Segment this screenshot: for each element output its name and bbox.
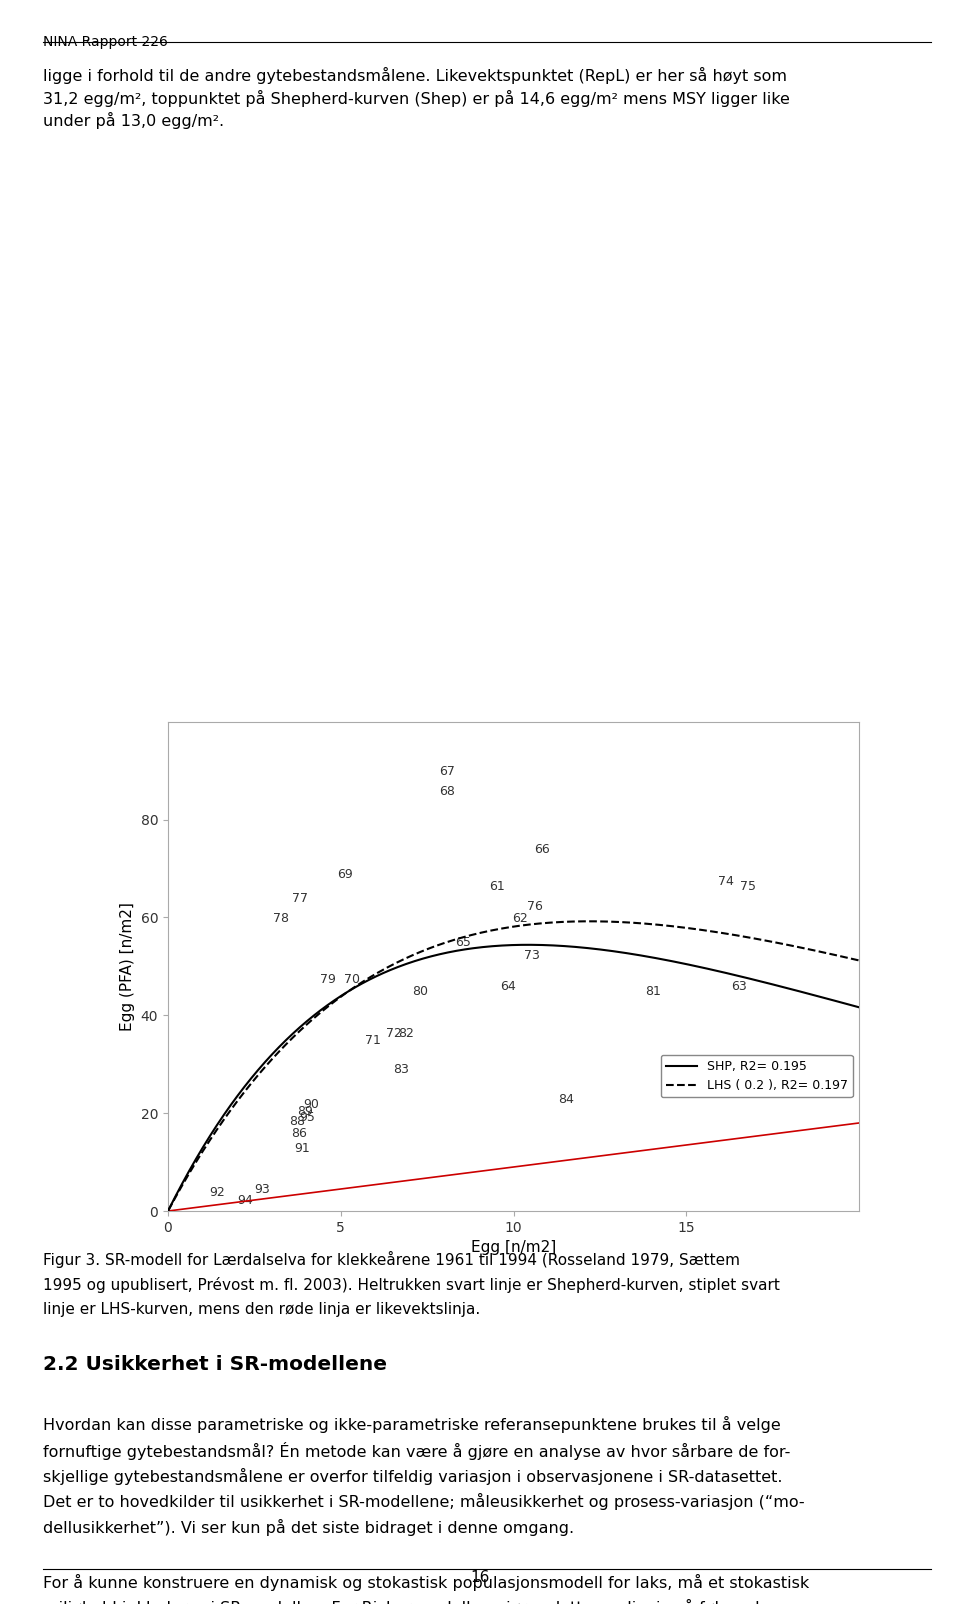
Y-axis label: Egg (PFA) [n/m2]: Egg (PFA) [n/m2] bbox=[120, 901, 135, 1031]
X-axis label: Egg [n/m2]: Egg [n/m2] bbox=[471, 1240, 556, 1256]
Text: 80: 80 bbox=[412, 985, 427, 998]
Text: 77: 77 bbox=[293, 892, 308, 905]
Text: 68: 68 bbox=[440, 784, 455, 797]
Text: 86: 86 bbox=[291, 1128, 306, 1140]
Text: NINA Rapport 226: NINA Rapport 226 bbox=[43, 35, 168, 50]
Text: 91: 91 bbox=[294, 1142, 310, 1155]
Text: Hvordan kan disse parametriske og ikke-parametriske referansepunktene brukes til: Hvordan kan disse parametriske og ikke-p… bbox=[43, 1416, 780, 1434]
Text: fornuftige gytebestandsmål? Én metode kan være å gjøre en analyse av hvor sårbar: fornuftige gytebestandsmål? Én metode ka… bbox=[43, 1442, 791, 1460]
Text: 31,2 egg/m², toppunktet på Shepherd-kurven (Shep) er på 14,6 egg/m² mens MSY lig: 31,2 egg/m², toppunktet på Shepherd-kurv… bbox=[43, 90, 790, 107]
Text: 79: 79 bbox=[320, 974, 336, 986]
Text: 63: 63 bbox=[732, 980, 747, 993]
Text: 66: 66 bbox=[535, 844, 550, 857]
Text: 75: 75 bbox=[740, 881, 756, 893]
Text: 16: 16 bbox=[470, 1570, 490, 1585]
Text: 73: 73 bbox=[524, 948, 540, 961]
Text: 67: 67 bbox=[440, 765, 455, 778]
Text: Det er to hovedkilder til usikkerhet i SR-modellene; måleusikkerhet og prosess-v: Det er to hovedkilder til usikkerhet i S… bbox=[43, 1493, 804, 1511]
Text: 2.2 Usikkerhet i SR-modellene: 2.2 Usikkerhet i SR-modellene bbox=[43, 1355, 387, 1375]
Text: 78: 78 bbox=[274, 911, 289, 926]
Text: miljøledd inkluderes i SR-modellen. For Ricker-modellen gjøres dette vanligvis p: miljøledd inkluderes i SR-modellen. For … bbox=[43, 1599, 770, 1604]
Text: 83: 83 bbox=[393, 1063, 409, 1076]
Legend: SHP, R2= 0.195, LHS ( 0.2 ), R2= 0.197: SHP, R2= 0.195, LHS ( 0.2 ), R2= 0.197 bbox=[660, 1055, 852, 1097]
Text: 1995 og upublisert, Prévost m. fl. 2003). Heltrukken svart linje er Shepherd-kur: 1995 og upublisert, Prévost m. fl. 2003)… bbox=[43, 1277, 780, 1293]
Text: For å kunne konstruere en dynamisk og stokastisk populasjonsmodell for laks, må : For å kunne konstruere en dynamisk og st… bbox=[43, 1574, 809, 1591]
Text: Figur 3. SR-modell for Lærdalselva for klekkeårene 1961 til 1994 (Rosseland 1979: Figur 3. SR-modell for Lærdalselva for k… bbox=[43, 1251, 740, 1269]
Text: ligge i forhold til de andre gytebestandsmålene. Likevektspunktet (RepL) er her : ligge i forhold til de andre gytebestand… bbox=[43, 67, 787, 85]
Text: 81: 81 bbox=[645, 985, 660, 998]
Text: skjellige gytebestandsmålene er overfor tilfeldig variasjon i observasjonene i S: skjellige gytebestandsmålene er overfor … bbox=[43, 1468, 782, 1485]
Text: 62: 62 bbox=[512, 911, 528, 926]
Text: 71: 71 bbox=[365, 1035, 381, 1047]
Text: 84: 84 bbox=[559, 1092, 574, 1105]
Text: 94: 94 bbox=[237, 1193, 252, 1208]
Text: 69: 69 bbox=[337, 868, 353, 881]
Text: 64: 64 bbox=[500, 980, 516, 993]
Text: 89: 89 bbox=[298, 1105, 314, 1118]
Text: under på 13,0 egg/m².: under på 13,0 egg/m². bbox=[43, 112, 225, 130]
Text: 90: 90 bbox=[302, 1097, 319, 1110]
Text: 74: 74 bbox=[717, 876, 733, 889]
Text: 72: 72 bbox=[386, 1027, 401, 1039]
Text: 93: 93 bbox=[254, 1184, 270, 1197]
Text: 76: 76 bbox=[527, 900, 543, 913]
Text: dellusikkerhet”). Vi ser kun på det siste bidraget i denne omgang.: dellusikkerhet”). Vi ser kun på det sist… bbox=[43, 1519, 574, 1537]
Text: linje er LHS-kurven, mens den røde linja er likevektslinja.: linje er LHS-kurven, mens den røde linja… bbox=[43, 1302, 480, 1317]
Text: 82: 82 bbox=[397, 1027, 414, 1039]
Text: 92: 92 bbox=[209, 1185, 226, 1198]
Text: 65: 65 bbox=[455, 937, 470, 950]
Text: 88: 88 bbox=[289, 1115, 305, 1128]
Text: 70: 70 bbox=[345, 974, 360, 986]
Text: 95: 95 bbox=[300, 1112, 315, 1124]
Text: 61: 61 bbox=[490, 881, 505, 893]
